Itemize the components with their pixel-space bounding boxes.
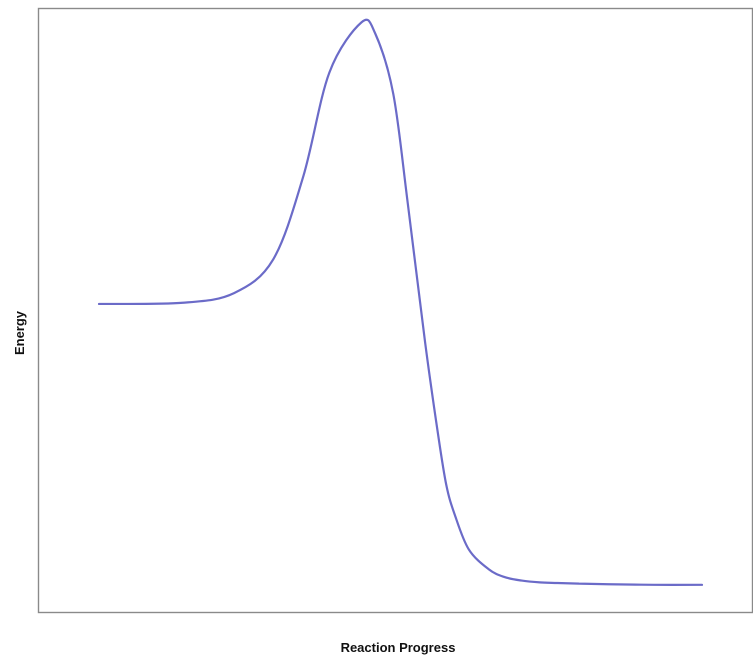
y-axis-label: Energy — [12, 310, 27, 355]
plot-area-frame — [37, 7, 753, 614]
energy-curve-line — [97, 18, 704, 586]
x-axis-label: Reaction Progress — [341, 640, 456, 655]
